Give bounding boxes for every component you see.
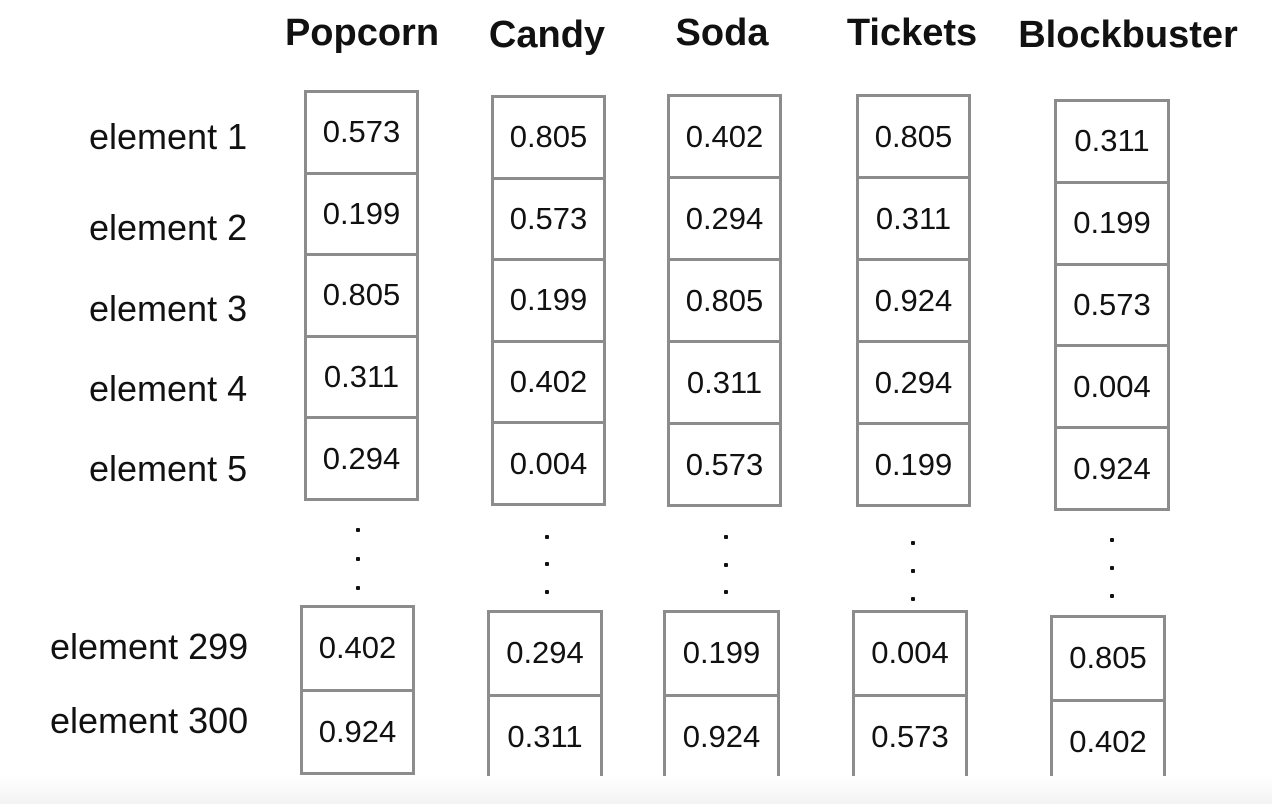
- row-label: element 300: [50, 700, 249, 741]
- ellipsis-dot: [724, 563, 728, 567]
- value-cell: 0.311: [490, 693, 600, 778]
- value-cell: 0.402: [494, 339, 603, 422]
- row-label: element 5: [89, 448, 248, 489]
- value-cell: 0.311: [307, 334, 416, 417]
- ellipsis-dot: [911, 597, 915, 601]
- column-header-tickets: Tickets: [846, 12, 978, 54]
- value-stack-top: 0.402 0.294 0.805 0.311 0.573: [667, 94, 782, 507]
- value-stack-top: 0.311 0.199 0.573 0.004 0.924: [1054, 99, 1170, 511]
- value-cell: 0.924: [1057, 426, 1167, 508]
- value-cell: 0.199: [859, 422, 968, 504]
- value-cell: 0.004: [494, 421, 603, 503]
- value-cell: 0.573: [1057, 262, 1167, 345]
- ellipsis-dot: [724, 535, 728, 539]
- ellipsis-dot: [356, 557, 360, 561]
- column-header-popcorn: Popcorn: [284, 12, 440, 54]
- column-header-soda: Soda: [675, 12, 769, 54]
- row-label: element 299: [50, 626, 249, 667]
- value-stack-bottom: 0.805 0.402: [1050, 615, 1166, 785]
- ellipsis-dot: [1110, 538, 1114, 542]
- value-cell: 0.294: [307, 416, 416, 498]
- value-stack-top: 0.805 0.311 0.924 0.294 0.199: [856, 94, 971, 507]
- ellipsis-dot: [545, 590, 549, 594]
- value-cell: 0.199: [1057, 180, 1167, 263]
- value-cell: 0.573: [494, 176, 603, 259]
- value-stack-bottom: 0.294 0.311: [487, 610, 603, 780]
- value-cell: 0.924: [859, 258, 968, 340]
- value-cell: 0.294: [506, 635, 584, 671]
- value-cell: 0.573: [855, 693, 965, 778]
- value-cell: 0.805: [1069, 640, 1147, 676]
- value-cell: 0.199: [307, 171, 416, 254]
- row-label: element 4: [89, 368, 248, 409]
- value-stack-top: 0.805 0.573 0.199 0.402 0.004: [491, 95, 606, 506]
- ellipsis-dot: [545, 535, 549, 539]
- value-cell: 0.294: [670, 176, 779, 258]
- value-cell: 0.311: [1074, 123, 1150, 159]
- ellipsis-dot: [545, 562, 549, 566]
- value-cell: 0.294: [859, 340, 968, 422]
- column-header-candy: Candy: [488, 14, 606, 56]
- value-cell: 0.004: [871, 635, 949, 671]
- ellipsis-dot: [356, 586, 360, 590]
- ellipsis-dot: [1110, 566, 1114, 570]
- value-cell: 0.402: [685, 118, 764, 154]
- value-stack-bottom: 0.004 0.573: [852, 610, 968, 780]
- value-stack-bottom: 0.402 0.924: [300, 605, 415, 775]
- value-cell: 0.805: [509, 119, 588, 155]
- value-stack-bottom: 0.199 0.924: [663, 610, 780, 780]
- value-cell: 0.199: [682, 635, 761, 671]
- value-cell: 0.573: [670, 422, 779, 504]
- value-cell: 0.805: [874, 118, 953, 154]
- value-stack-top: 0.573 0.199 0.805 0.311 0.294: [304, 90, 419, 501]
- ellipsis-dot: [724, 590, 728, 594]
- value-cell: 0.311: [670, 340, 779, 422]
- value-cell: 0.402: [1053, 698, 1163, 783]
- value-cell: 0.311: [859, 176, 968, 258]
- ellipsis-dot: [911, 541, 915, 545]
- value-cell: 0.402: [318, 630, 397, 666]
- bottom-edge-shade: [0, 776, 1272, 804]
- ellipsis-dot: [1110, 594, 1114, 598]
- row-label: element 2: [89, 207, 248, 248]
- value-cell: 0.004: [1057, 344, 1167, 426]
- value-cell: 0.924: [666, 693, 777, 778]
- value-cell: 0.924: [303, 688, 412, 773]
- value-cell: 0.573: [322, 114, 401, 150]
- ellipsis-dot: [911, 569, 915, 573]
- value-cell: 0.805: [670, 258, 779, 340]
- value-cell: 0.805: [307, 253, 416, 335]
- value-cell: 0.199: [494, 258, 603, 340]
- ellipsis-dot: [356, 528, 360, 532]
- column-header-blockbuster: Blockbuster: [1018, 14, 1238, 56]
- row-label: element 3: [89, 288, 248, 329]
- row-label: element 1: [89, 116, 248, 157]
